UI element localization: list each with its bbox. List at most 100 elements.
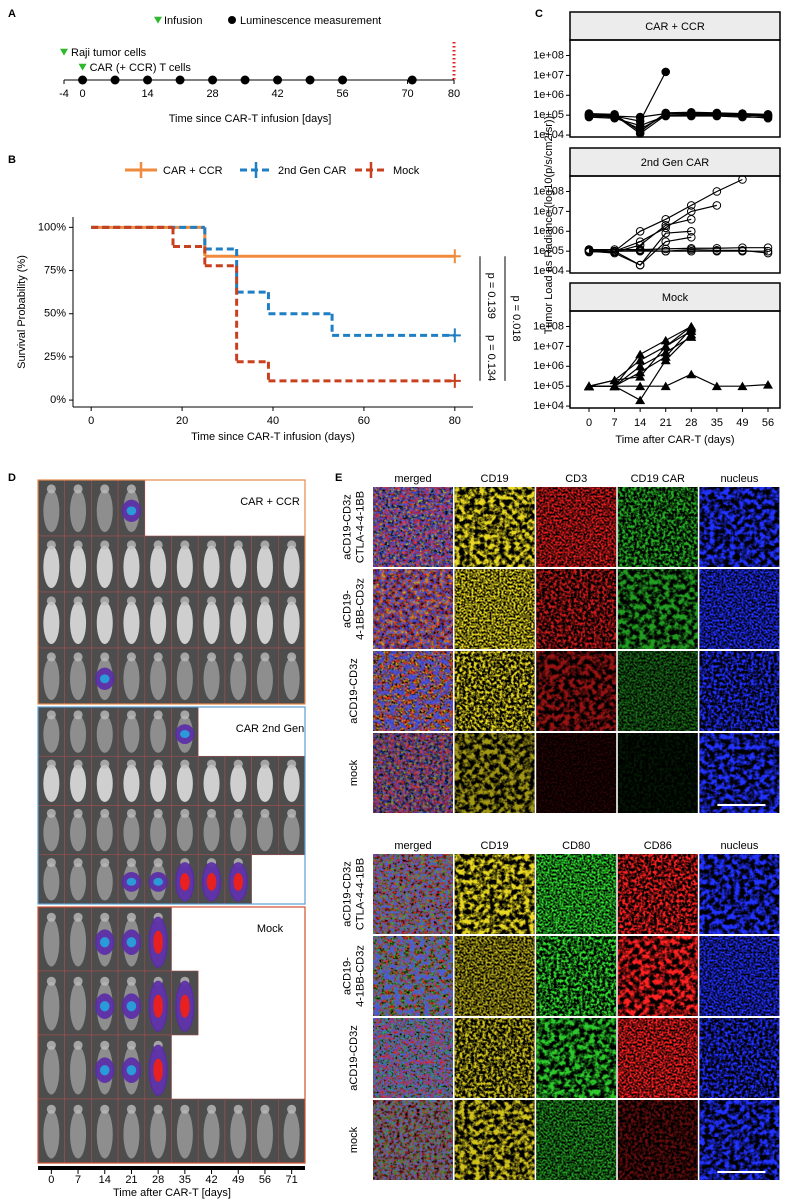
x-tick-label: 56: [259, 1174, 271, 1186]
mouse-head: [233, 1104, 243, 1114]
mouse-body: [43, 1045, 60, 1095]
mouse-head: [153, 540, 163, 550]
point: [661, 228, 671, 238]
stain: [617, 487, 698, 567]
mouse-head: [126, 484, 136, 494]
x-tick-label: 28: [152, 1174, 164, 1186]
plot-frame: [569, 39, 781, 138]
stain: [699, 733, 780, 813]
point: [661, 110, 671, 120]
mouse-head: [100, 540, 110, 550]
mouse-head: [180, 540, 190, 550]
mouse-head: [180, 652, 190, 662]
stain: [373, 569, 453, 649]
signal-core: [99, 1065, 110, 1076]
mouse-body: [150, 601, 167, 645]
mouse-head: [100, 652, 110, 662]
measurement-dot: [240, 75, 250, 85]
y-tick-label: 1e+05: [533, 380, 564, 392]
mouse-body: [256, 545, 273, 589]
mouse-head: [46, 652, 56, 662]
mouse-body: [256, 813, 273, 852]
column-header: nucleus: [720, 840, 758, 852]
measurement-dot: [273, 75, 283, 85]
signal-core: [126, 877, 137, 886]
facet-title: Mock: [662, 292, 689, 304]
x-tick-label: 7: [75, 1174, 81, 1186]
facet-title: CAR + CCR: [645, 21, 705, 33]
column-header: CD19: [481, 840, 509, 852]
point: [635, 121, 645, 130]
legend-label: Infusion: [164, 15, 203, 27]
point: [712, 201, 722, 210]
y-tick-label: 100%: [38, 221, 66, 233]
point: [712, 243, 722, 253]
mouse-body: [176, 813, 193, 852]
y-tick-label: 0%: [50, 394, 66, 406]
stain: [536, 569, 617, 649]
signal-core: [126, 1001, 137, 1012]
point: [660, 355, 671, 365]
mouse-body: [203, 657, 220, 701]
mouse-body: [123, 1109, 140, 1159]
series-line: [589, 373, 769, 387]
y-tick-label: 50%: [44, 308, 66, 320]
facet-strip: [569, 11, 781, 41]
panel-label: C: [535, 8, 543, 20]
censor-mark: [448, 249, 461, 264]
mouse-body: [230, 764, 247, 803]
mouse-body: [70, 813, 87, 852]
row-label: aCD19-CD3z: [348, 658, 360, 723]
point: [635, 260, 645, 270]
mouse-body: [256, 657, 273, 701]
x-tick-label: 40: [267, 415, 279, 427]
mouse-body: [96, 813, 113, 852]
point: [712, 246, 722, 255]
mouse-body: [123, 601, 140, 645]
mouse-head: [46, 484, 56, 494]
mouse-body: [150, 764, 167, 803]
point: [712, 187, 722, 196]
x-tick-label: 0: [80, 88, 86, 100]
mouse-head: [126, 540, 136, 550]
mouse-body: [176, 601, 193, 645]
p-value: p = 0.139: [485, 273, 497, 319]
mouse-head: [153, 858, 163, 868]
mouse-head: [73, 1104, 83, 1114]
mouse-body: [96, 1109, 113, 1159]
x-tick-label: 0: [586, 417, 592, 429]
mouse-body: [43, 1109, 60, 1159]
y-tick-label: 1e+04: [533, 400, 564, 412]
mouse-head: [73, 858, 83, 868]
point: [584, 246, 594, 256]
mouse-body: [43, 715, 60, 753]
x-tick-label: 28: [685, 417, 697, 429]
mouse-head: [233, 759, 243, 769]
mouse-head: [100, 484, 110, 494]
signal-core: [99, 674, 110, 684]
mouse-body: [176, 545, 193, 589]
mouse-head: [73, 976, 83, 986]
mouse-body: [43, 657, 60, 701]
x-tick-label: 60: [358, 415, 370, 427]
mouse-head: [180, 808, 190, 818]
mouse-head: [73, 484, 83, 494]
mouse-head: [180, 596, 190, 606]
mouse-head: [126, 652, 136, 662]
x-tick-label: 21: [125, 1174, 137, 1186]
point: [686, 226, 696, 236]
stain: [617, 1018, 698, 1098]
x-axis-label: Time since CAR-T infusion (days): [191, 431, 355, 443]
x-tick-label: 42: [271, 88, 283, 100]
series-line: [588, 236, 692, 266]
mouse-body: [150, 657, 167, 701]
measurement-dot: [208, 75, 218, 85]
point: [686, 329, 697, 339]
mouse-head: [100, 976, 110, 986]
mouse-head: [260, 596, 270, 606]
mouse-body: [43, 489, 60, 533]
signal-core: [99, 937, 110, 948]
y-tick-label: 1e+07: [533, 205, 564, 217]
point: [660, 381, 671, 391]
stain: [699, 569, 780, 649]
